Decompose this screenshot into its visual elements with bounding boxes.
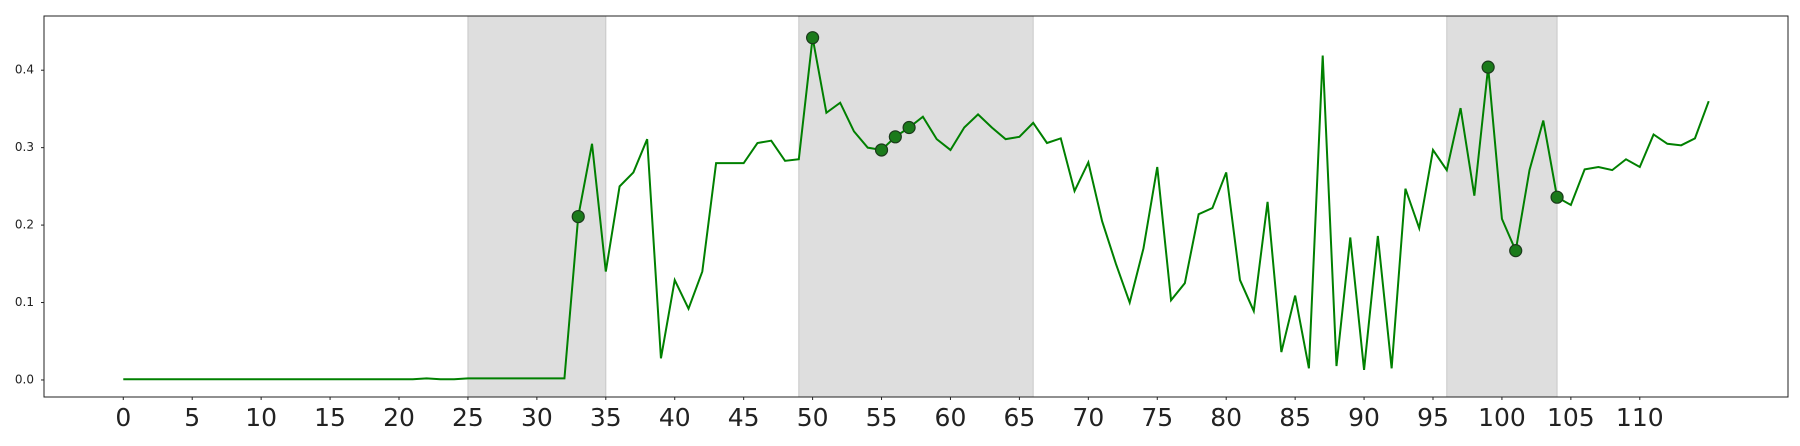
x-tick-label: 90 (1348, 403, 1380, 432)
x-tick-label: 75 (1141, 403, 1173, 432)
highlight-marker (1481, 60, 1495, 74)
plot-frame (43, 15, 1789, 398)
x-tick-label: 95 (1417, 403, 1449, 432)
x-tick-label: 105 (1547, 403, 1595, 432)
x-tick-label: 20 (383, 403, 415, 432)
x-tick-label: 50 (797, 403, 829, 432)
x-tick-label: 85 (1279, 403, 1311, 432)
x-tick-label: 70 (1072, 403, 1104, 432)
y-tick-label: 0.4 (15, 63, 34, 77)
x-tick-label: 40 (659, 403, 691, 432)
x-tick-label: 100 (1478, 403, 1526, 432)
x-tick-label: 15 (314, 403, 346, 432)
x-tick-label: 65 (1003, 403, 1035, 432)
shaded-span (467, 15, 607, 398)
x-tick-label: 30 (521, 403, 553, 432)
highlight-marker (806, 31, 820, 45)
x-tick-label: 110 (1616, 403, 1664, 432)
y-tick-label: 0.1 (15, 295, 34, 309)
x-tick-label: 35 (590, 403, 622, 432)
x-tick-label: 45 (728, 403, 760, 432)
x-tick-label: 80 (1210, 403, 1242, 432)
x-tick-label: 10 (245, 403, 277, 432)
y-tick-label: 0.0 (15, 372, 34, 386)
shaded-span (1446, 15, 1558, 398)
highlight-marker (1509, 244, 1523, 258)
x-tick-label: 25 (452, 403, 484, 432)
y-tick-label: 0.3 (15, 140, 34, 154)
highlight-marker (888, 130, 902, 144)
highlight-marker (874, 143, 889, 157)
x-tick-label: 0 (115, 403, 131, 432)
x-tick-label: 60 (935, 403, 967, 432)
highlight-marker (1550, 190, 1564, 204)
x-tick-label: 5 (184, 403, 200, 432)
highlight-marker (571, 209, 585, 224)
highlight-marker (902, 120, 916, 135)
shaded-span (798, 15, 1034, 398)
y-tick-label: 0.2 (15, 218, 34, 232)
line (123, 37, 1710, 381)
x-tick-label: 55 (866, 403, 898, 432)
